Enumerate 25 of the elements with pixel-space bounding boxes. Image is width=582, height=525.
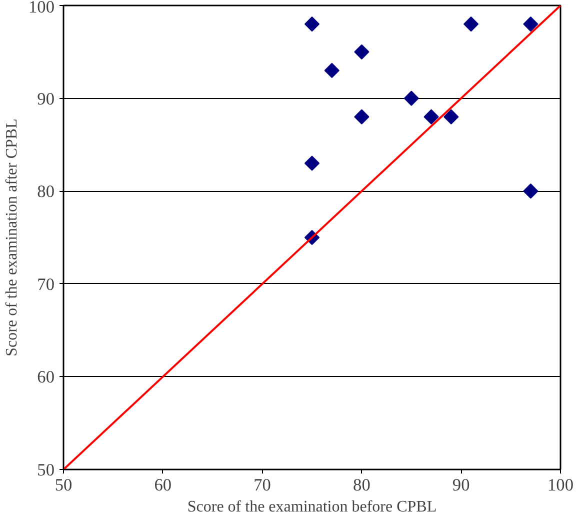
point bbox=[404, 90, 419, 106]
point bbox=[324, 62, 340, 78]
y-tick-label: 70 bbox=[37, 274, 54, 294]
y-tick-label: 80 bbox=[37, 182, 54, 202]
point bbox=[304, 16, 320, 32]
point bbox=[523, 184, 538, 199]
x-tick-label: 80 bbox=[353, 476, 370, 494]
point bbox=[444, 109, 459, 124]
x-axis-title: Score of the examination before CPBL bbox=[187, 498, 437, 516]
point bbox=[424, 109, 439, 124]
point bbox=[354, 44, 370, 60]
y-tick-label: 90 bbox=[37, 89, 54, 108]
y-tick-label: 100 bbox=[28, 0, 55, 16]
x-tick-label: 60 bbox=[154, 476, 172, 494]
y-axis-title: Score of the examination after CPBL bbox=[4, 118, 21, 356]
x-tick-label: 50 bbox=[54, 476, 72, 494]
y-tick-label: 60 bbox=[37, 368, 54, 387]
x-tick-label: 90 bbox=[452, 476, 470, 494]
y-tick-label: 50 bbox=[37, 460, 54, 480]
point bbox=[354, 109, 370, 124]
point bbox=[304, 156, 320, 171]
x-tick-label: 100 bbox=[548, 476, 574, 494]
point bbox=[463, 16, 479, 32]
point bbox=[523, 16, 538, 32]
x-tick-label: 70 bbox=[254, 476, 271, 494]
